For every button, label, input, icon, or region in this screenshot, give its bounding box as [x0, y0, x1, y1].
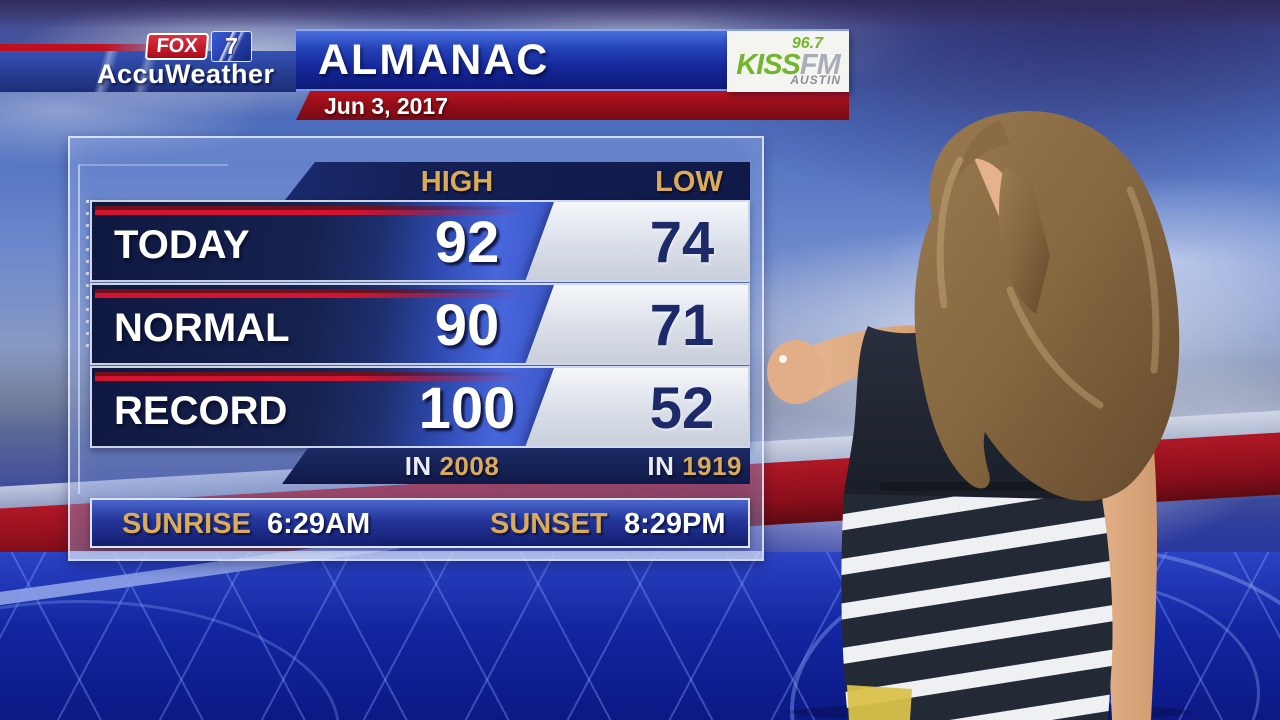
- page-title: ALMANAC: [318, 36, 550, 84]
- panel-frame-accent: [78, 164, 228, 494]
- presenter-skirt: [841, 492, 1113, 720]
- presenter-skirt-yellow-stripe: [847, 685, 912, 720]
- presenter-hair-side: [999, 166, 1050, 314]
- presenter-hand: [767, 340, 825, 404]
- column-header-band: HIGH LOW: [285, 162, 750, 200]
- sunset-label: SUNSET: [490, 508, 608, 540]
- presenter-ring: [779, 355, 787, 363]
- row-red-stripe: [95, 376, 525, 381]
- record-years-bar: IN 2008 IN 1919: [282, 448, 750, 484]
- high-column-header: HIGH: [420, 166, 494, 198]
- normal-low-value: 71: [649, 293, 715, 358]
- sunrise-label: SUNRISE: [122, 508, 251, 540]
- broadcast-date: Jun 3, 2017: [324, 93, 449, 119]
- kissfm-logo: 96.7 KISSFM AUSTIN: [727, 31, 849, 92]
- sun-times-bar: SUNRISE 6:29AM SUNSET 8:29PM: [90, 498, 750, 548]
- almanac-panel: HIGH LOW TODAY 92 74 NORMAL 90 71 RECORD…: [68, 136, 764, 561]
- kissfm-frequency: 96.7: [791, 35, 823, 52]
- row-red-stripe: [95, 289, 525, 293]
- kissfm-kiss: KISS: [736, 49, 801, 81]
- record-high-year-value: 2008: [439, 451, 500, 481]
- row-label: NORMAL: [114, 306, 290, 350]
- kissfm-fm: FM: [799, 49, 841, 81]
- row-red-stripe: [95, 372, 525, 376]
- weather-presenter: [767, 110, 1190, 720]
- presenter-hair: [914, 110, 1180, 502]
- today-high-value: 92: [434, 210, 500, 275]
- temp-row-today: TODAY 92 74: [90, 200, 750, 282]
- row-red-stripe: [95, 293, 525, 298]
- record-low-year-value: 1919: [682, 451, 742, 481]
- row-label: TODAY: [114, 223, 250, 267]
- kissfm-market: AUSTIN: [790, 73, 841, 87]
- in-prefix: IN: [404, 451, 432, 481]
- panel-dot-decoration: [86, 200, 89, 350]
- date-bar: Jun 3, 2017: [296, 91, 849, 120]
- normal-high-value: 90: [434, 293, 500, 358]
- row-red-stripe: [95, 206, 525, 210]
- kissfm-name: KISSFM: [727, 49, 849, 82]
- sunset-time: 8:29PM: [624, 508, 726, 540]
- channel-7-logo: 7: [211, 31, 252, 62]
- panel-bottom-strip: [70, 551, 762, 559]
- row-label: RECORD: [114, 389, 288, 433]
- record-low-year: IN 1919: [562, 451, 742, 482]
- presenter-hair-highlight: [936, 156, 1160, 409]
- temp-row-normal: NORMAL 90 71: [90, 283, 750, 365]
- in-prefix: IN: [647, 451, 675, 481]
- today-low-value: 74: [649, 210, 715, 275]
- banner-left-red-stripe: [0, 44, 172, 51]
- accuweather-brand: AccuWeather: [97, 59, 275, 89]
- sunrise-time: 6:29AM: [267, 508, 371, 540]
- fox-logo: FOX: [144, 33, 210, 60]
- row-red-stripe: [95, 210, 525, 215]
- low-column-header: LOW: [655, 166, 723, 198]
- presenter-hair-fringe: [958, 120, 1010, 178]
- record-low-value: 52: [649, 376, 715, 441]
- temp-row-record: RECORD 100 52: [90, 366, 750, 448]
- top-shade: [0, 0, 1280, 28]
- record-high-year: IN 2008: [362, 451, 542, 482]
- record-high-value: 100: [418, 376, 516, 441]
